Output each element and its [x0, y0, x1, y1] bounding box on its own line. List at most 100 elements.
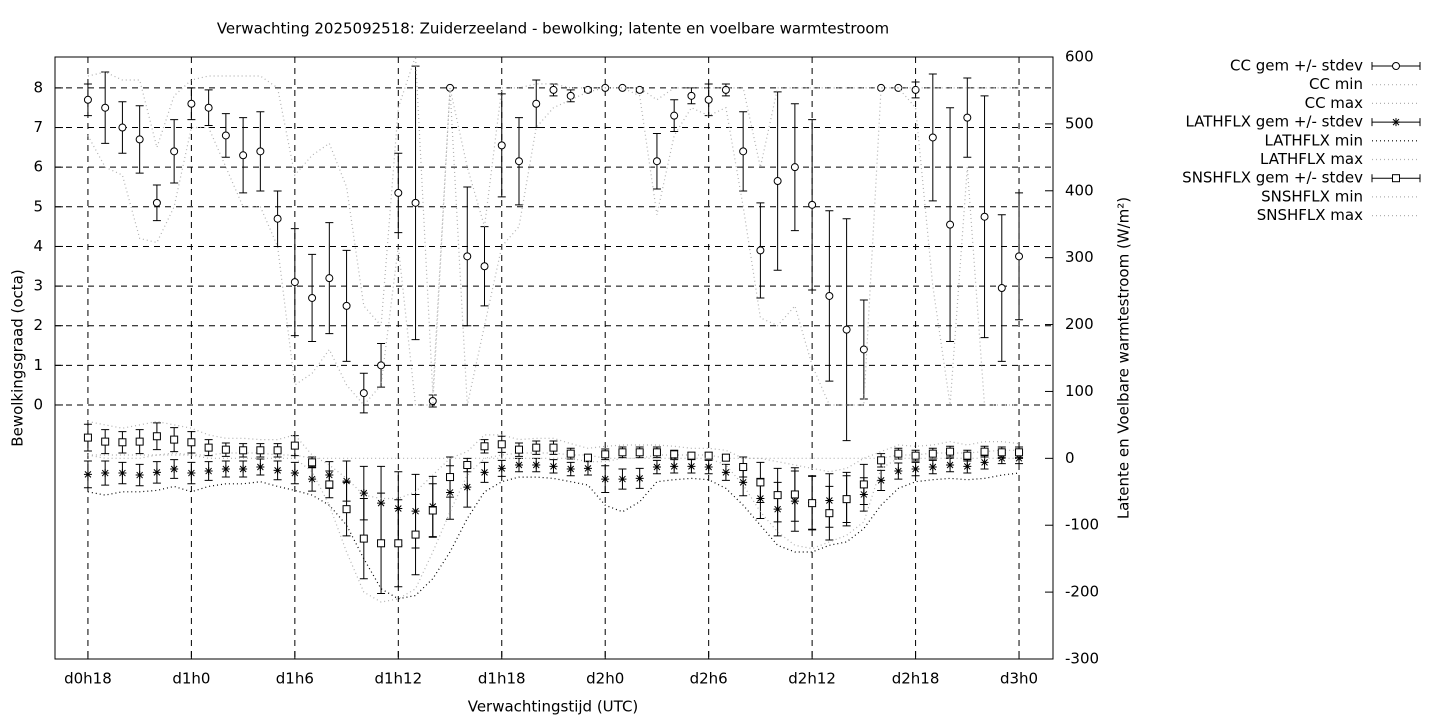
marker-star — [652, 463, 661, 472]
marker-star — [963, 462, 972, 471]
marker-star — [256, 463, 265, 472]
marker-square — [756, 478, 765, 487]
range-line — [87, 87, 1019, 406]
plot-frame — [54, 56, 1054, 660]
y2-tick-label: 600 — [1065, 48, 1094, 66]
y2-tick-label: 500 — [1065, 114, 1094, 132]
y2-tick-label: 0 — [1065, 449, 1075, 467]
y2-tick-label: 200 — [1065, 315, 1094, 333]
range-line — [87, 454, 1019, 603]
marker-star — [980, 458, 989, 467]
marker-circle — [928, 133, 937, 142]
marker-square — [687, 451, 696, 460]
marker-star — [739, 478, 748, 487]
marker-circle — [342, 301, 351, 310]
marker-square — [652, 448, 661, 457]
marker-circle — [221, 131, 230, 140]
marker-circle — [325, 274, 334, 283]
marker-star — [290, 469, 299, 478]
marker-square — [377, 539, 386, 548]
marker-star — [687, 462, 696, 471]
marker-square — [256, 446, 265, 455]
x-tick-label: d1h12 — [374, 670, 422, 688]
marker-square — [721, 453, 730, 462]
y-tick-label: 4 — [33, 237, 43, 255]
range-line — [87, 472, 1020, 600]
marker-star — [152, 468, 161, 477]
marker-circle — [566, 91, 575, 100]
marker-circle — [670, 111, 679, 120]
marker-square — [101, 437, 110, 446]
marker-circle — [101, 103, 110, 112]
marker-circle — [997, 284, 1006, 293]
marker-star — [480, 468, 489, 477]
marker-circle — [497, 141, 506, 150]
x-axis-label: Verwachtingstijd (UTC) — [468, 698, 639, 716]
marker-circle — [411, 198, 420, 207]
marker-star — [894, 467, 903, 476]
legend-label: CC min — [1309, 75, 1363, 93]
marker-circle — [946, 220, 955, 229]
legend-label: LATHFLX min — [1264, 131, 1363, 149]
legend-label: SNSHFLX min — [1261, 187, 1363, 205]
marker-star — [721, 468, 730, 477]
y-tick-label: 0 — [33, 395, 43, 413]
marker-star — [670, 462, 679, 471]
marker-square — [790, 490, 799, 499]
marker-square — [894, 449, 903, 458]
marker-star — [170, 465, 179, 474]
marker-square — [825, 509, 834, 518]
marker-star — [877, 476, 886, 485]
marker-circle — [187, 99, 196, 108]
marker-star — [514, 461, 523, 470]
marker-circle — [239, 151, 248, 160]
marker-circle — [290, 278, 299, 287]
marker-star — [1392, 118, 1400, 127]
marker-circle — [1392, 62, 1400, 70]
marker-star — [221, 465, 230, 474]
x-tick-label: d2h6 — [690, 670, 728, 688]
y-tick-label: 5 — [33, 197, 43, 215]
marker-square — [428, 506, 437, 515]
marker-square — [532, 443, 541, 452]
marker-circle — [532, 99, 541, 108]
y2-tick-label: -200 — [1065, 583, 1099, 601]
marker-square — [342, 505, 351, 514]
marker-circle — [359, 389, 368, 398]
y-tick-label: 2 — [33, 316, 43, 334]
marker-star — [83, 470, 92, 479]
marker-square — [549, 443, 558, 452]
marker-square — [325, 480, 334, 489]
legend-label: SNSHFLX gem +/- stdev — [1182, 169, 1363, 187]
marker-square — [566, 449, 575, 458]
x-tick-label: d2h0 — [586, 670, 624, 688]
marker-star — [635, 474, 644, 483]
y2-tick-label: 400 — [1065, 181, 1094, 199]
marker-star — [583, 464, 592, 473]
legend-label: LATHFLX gem +/- stdev — [1185, 113, 1363, 131]
marker-square — [411, 530, 420, 539]
marker-circle — [825, 291, 834, 300]
marker-star — [273, 466, 282, 475]
marker-square — [135, 437, 144, 446]
y-tick-label: 7 — [33, 118, 43, 136]
marker-star — [618, 475, 627, 484]
x-tick-label: d1h18 — [478, 670, 526, 688]
marker-square — [152, 432, 161, 441]
chart-title: Verwachting 2025092518: Zuiderzeeland - … — [217, 20, 889, 38]
marker-circle — [549, 85, 558, 94]
marker-star — [928, 463, 937, 472]
marker-square — [635, 448, 644, 457]
y-tick-label: 1 — [33, 356, 43, 374]
marker-star — [946, 461, 955, 470]
marker-square — [118, 438, 127, 447]
marker-square — [601, 450, 610, 459]
marker-square — [273, 446, 282, 455]
y-tick-label: 3 — [33, 277, 43, 295]
x-tick-label: d0h18 — [64, 670, 112, 688]
marker-star — [704, 463, 713, 472]
marker-square — [928, 449, 937, 458]
marker-circle — [756, 246, 765, 255]
marker-star — [549, 462, 558, 471]
